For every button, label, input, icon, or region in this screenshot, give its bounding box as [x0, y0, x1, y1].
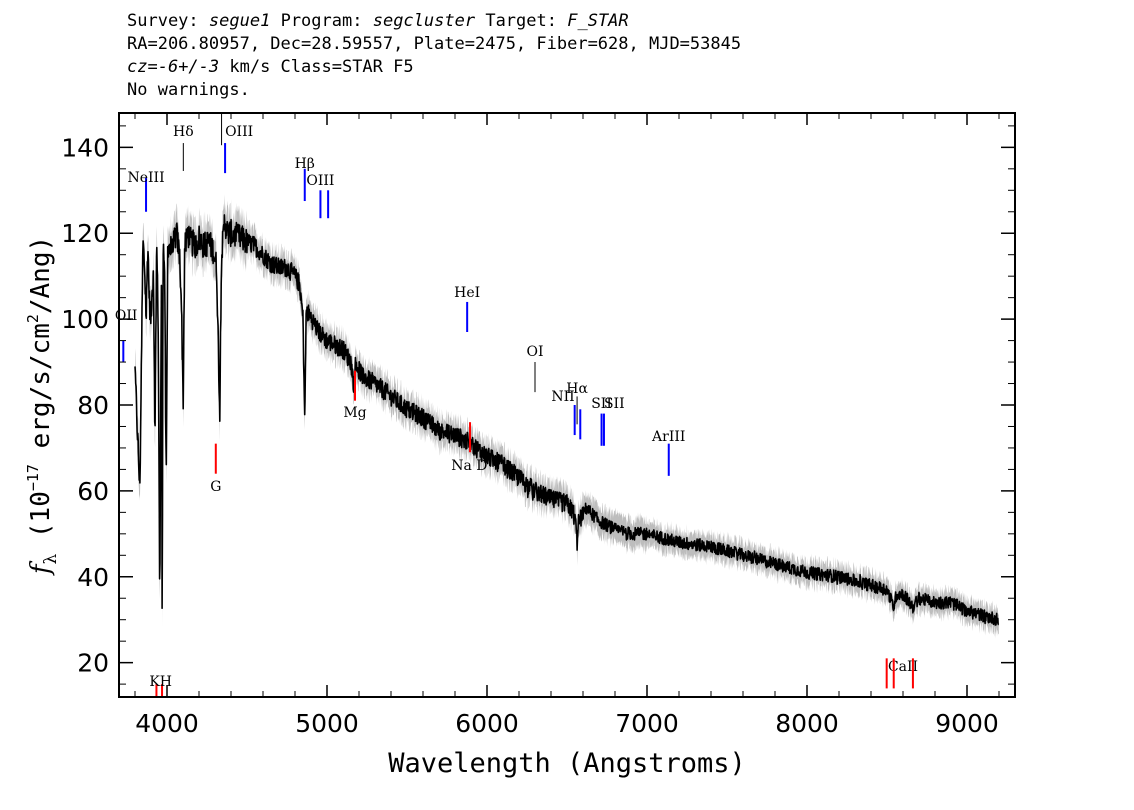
line-marker-label: Hδ: [173, 124, 194, 140]
y-axis-label: fλ (10−17 erg/s/cm2/Ang): [24, 236, 61, 576]
y-tick-label: 100: [61, 305, 109, 334]
x-tick-label: 8000: [775, 709, 839, 738]
line-marker-label: ArIII: [651, 429, 685, 445]
cz-class: km/s Class=STAR F5: [219, 57, 414, 77]
line-marker-label: Na D: [451, 458, 487, 474]
line-marker-label: Mg: [343, 405, 366, 421]
header-line-warnings: No warnings.: [127, 80, 250, 100]
line-marker-label: OIII: [306, 173, 334, 189]
y-label-post: /Ang): [26, 236, 56, 314]
program-value: segcluster: [372, 11, 476, 31]
line-marker-label: Hβ: [295, 156, 315, 172]
x-axis-label: Wavelength (Angstroms): [388, 748, 746, 779]
line-marker-label: CaII: [888, 659, 918, 675]
y-tick-label: 140: [61, 133, 109, 162]
y-label-mid: erg/s/cm: [26, 323, 56, 464]
y-label-exp1: −17: [24, 464, 42, 491]
x-tick-label: 7000: [615, 709, 679, 738]
x-tick-label: 6000: [455, 709, 519, 738]
spectrum-line: [134, 214, 1000, 626]
line-marker-label: OIII: [225, 124, 253, 140]
line-marker-label: OI: [526, 344, 543, 360]
x-tick-label: 9000: [935, 709, 999, 738]
target-label: Target:: [485, 11, 557, 31]
program-label: Program:: [280, 11, 363, 31]
y-tick-label: 60: [77, 477, 109, 506]
y-tick-label: 20: [77, 649, 109, 678]
header-line-survey: Survey: segue1 Program: segcluster Targe…: [127, 10, 741, 33]
spectrum-header: Survey: segue1 Program: segcluster Targe…: [127, 10, 741, 102]
y-tick-label: 80: [77, 391, 109, 420]
y-tick-label: 40: [77, 563, 109, 592]
header-line-coordinates: RA=206.80957, Dec=28.59557, Plate=2475, …: [127, 34, 742, 54]
axis-ticks: 4000 5000 6000 7000 8000 9000 20 40 60 80 100 120 14…: [61, 113, 1015, 738]
y-label-pre: (10: [26, 491, 56, 554]
header-line-redshift: cz=-6+/-3 km/s Class=STAR F5: [127, 56, 741, 79]
spectrum-line-layer: [134, 214, 1000, 626]
y-label-lambda: λ: [41, 554, 61, 565]
cz-label: cz=: [127, 57, 158, 77]
x-tick-label: 5000: [295, 709, 359, 738]
survey-value: segue1: [208, 11, 271, 31]
line-marker-label: SII: [591, 396, 612, 412]
line-marker-label: NII: [551, 389, 574, 405]
line-marker-label: Hα: [566, 381, 588, 397]
plot-frame: [118, 112, 1016, 698]
y-tick-label: 120: [61, 219, 109, 248]
line-marker-label: NeIII: [127, 170, 164, 186]
line-marker-label: K: [149, 674, 160, 690]
y-label-exp2: 2: [24, 314, 42, 323]
x-tick-label: 4000: [135, 709, 199, 738]
target-value: F_STAR: [567, 11, 629, 31]
line-marker-label: SII: [604, 396, 625, 412]
line-marker-label: G: [210, 479, 221, 495]
line-marker-label: H: [160, 674, 172, 690]
line-marker-label: OII: [115, 308, 138, 324]
survey-label: Survey:: [127, 11, 199, 31]
line-marker-label: HeI: [454, 285, 480, 301]
cz-value: -6+/-3: [157, 57, 220, 77]
